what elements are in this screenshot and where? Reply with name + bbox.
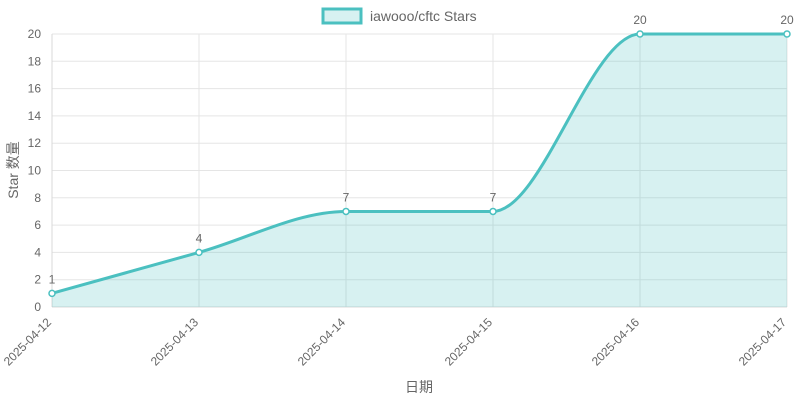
data-points (48, 30, 791, 298)
legend-label: iawooo/cftc Stars (370, 8, 477, 24)
data-label: 7 (490, 190, 497, 204)
x-axis-label: 日期 (405, 379, 433, 395)
y-tick-label: 8 (34, 191, 41, 205)
y-tick-label: 0 (34, 300, 41, 314)
data-point (195, 248, 203, 257)
data-point (342, 207, 350, 216)
y-tick-label: 10 (28, 164, 42, 178)
y-tick-label: 12 (28, 136, 42, 150)
y-tick-label: 16 (28, 82, 42, 96)
y-tick-label: 20 (28, 27, 42, 41)
y-tick-label: 2 (34, 273, 41, 287)
axes (51, 34, 787, 308)
data-labels: 1 4 7 7 20 20 (49, 13, 794, 286)
y-tick-label: 6 (34, 218, 41, 232)
y-tick-label: 4 (34, 245, 41, 259)
y-tick-label: 14 (28, 109, 42, 123)
series-area (52, 34, 787, 307)
data-label: 1 (49, 272, 56, 286)
y-axis-label: Star 数量 (5, 141, 21, 199)
y-tick-labels: 0 2 4 6 8 10 12 14 16 18 20 (28, 27, 42, 314)
series-line (50, 32, 789, 295)
data-point (636, 30, 644, 38)
legend-swatch (321, 7, 363, 25)
data-label: 4 (196, 231, 203, 245)
data-point (489, 207, 497, 216)
data-label: 7 (343, 190, 350, 204)
y-tick-label: 18 (28, 54, 42, 68)
legend: iawooo/cftc Stars (321, 7, 477, 25)
data-point (783, 30, 791, 38)
data-label: 20 (780, 13, 794, 27)
data-point (48, 289, 56, 298)
data-label: 20 (633, 13, 647, 27)
